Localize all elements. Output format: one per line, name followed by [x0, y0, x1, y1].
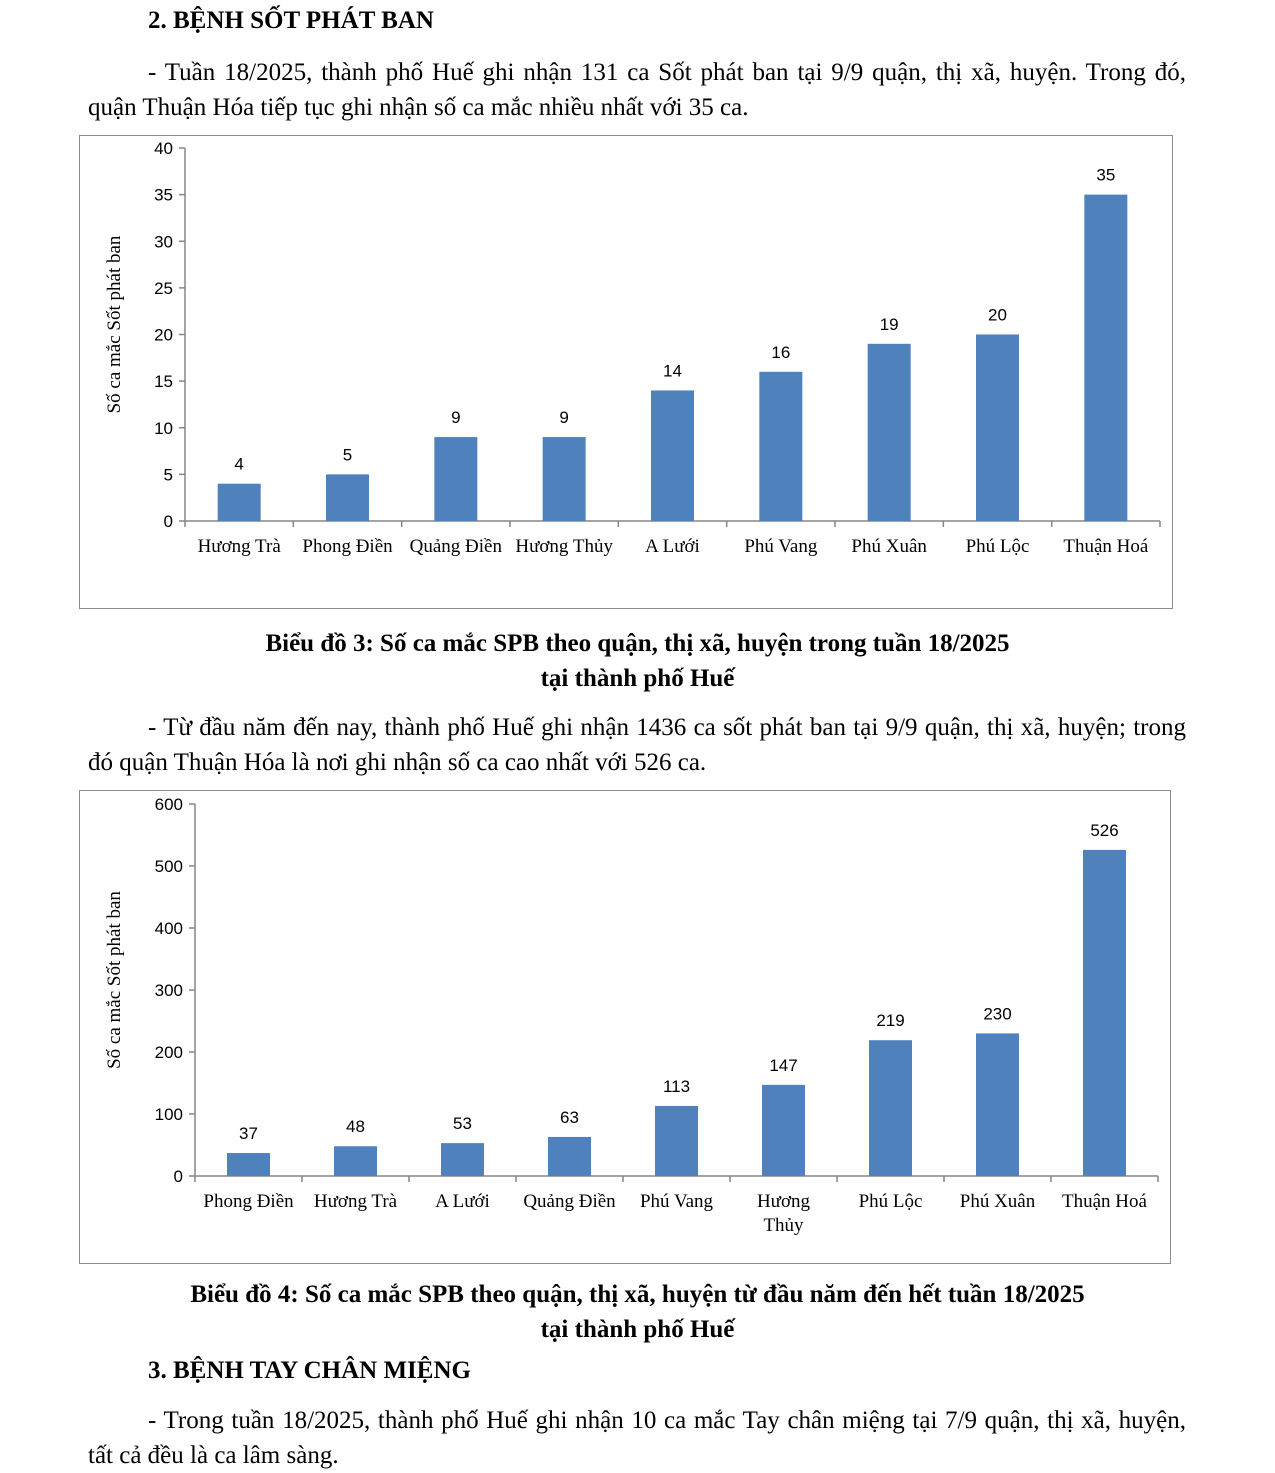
bar [334, 1146, 377, 1176]
bar [326, 474, 369, 521]
data-label: 63 [560, 1108, 579, 1127]
bar [976, 1033, 1019, 1176]
y-tick-label: 0 [164, 512, 173, 531]
y-tick-label: 40 [154, 139, 173, 158]
y-tick-label: 35 [154, 186, 173, 205]
chart-3-frame: 0 5 10 15 20 25 30 35 40 4 Hương Trà 5 Phong Điền 9 Qu… [79, 135, 1173, 609]
chart-3-caption-line-2: tại thành phố Huế [540, 665, 735, 692]
data-label: 19 [880, 315, 899, 334]
bar [227, 1153, 270, 1176]
data-label: 4 [234, 455, 243, 474]
bar [441, 1143, 484, 1176]
y-tick-label: 10 [154, 419, 173, 438]
chart-3: 0 5 10 15 20 25 30 35 40 4 Hương Trà 5 Phong Điền 9 Qu… [104, 139, 1161, 557]
x-category-label: Quảng Điền [410, 536, 503, 557]
x-category-label: Phú Xuân [960, 1191, 1036, 1212]
bar [542, 437, 586, 521]
bar [1083, 849, 1126, 1176]
y-tick-label: 400 [155, 919, 183, 938]
y-tick-label: 100 [155, 1105, 183, 1124]
bar [434, 437, 478, 521]
data-label: 9 [559, 408, 568, 427]
bar [651, 390, 694, 521]
bar [655, 1105, 698, 1176]
y-tick-label: 15 [154, 372, 173, 391]
bar [762, 1084, 805, 1176]
bar [867, 343, 911, 521]
y-axis-title: Số ca mắc Sốt phát ban [104, 235, 125, 413]
x-category-label: Phú Vang [640, 1191, 714, 1212]
x-category-label: A Lưới [435, 1191, 490, 1212]
y-tick-label: 200 [155, 1043, 183, 1062]
y-tick-label: 5 [164, 465, 173, 484]
bar [759, 371, 803, 521]
x-category-label: A Lưới [645, 536, 700, 557]
y-tick-label: 25 [154, 279, 173, 298]
x-category-label: Hương Trà [198, 536, 282, 557]
data-label: 53 [453, 1114, 472, 1133]
x-category-label: Phong Điền [203, 1191, 294, 1212]
x-category-label: Hương [757, 1191, 811, 1212]
data-label: 37 [239, 1124, 258, 1143]
y-tick-label: 600 [155, 795, 183, 814]
y-axis-title: Số ca mắc Sốt phát ban [104, 891, 125, 1069]
chart-4-caption-line-1: Biểu đồ 4: Số ca mắc SPB theo quận, thị … [190, 1281, 1085, 1308]
x-category-label: Thuận Hoá [1062, 1191, 1148, 1212]
chart-4: 0 100 200 300 400 500 600 37 Phong Điền 48 Hương T… [104, 795, 1159, 1236]
y-tick-label: 300 [155, 981, 183, 1000]
chart-4-frame: 0 100 200 300 400 500 600 37 Phong Điền 48 Hương T… [79, 790, 1171, 1264]
bar [976, 334, 1019, 521]
section-2-heading: 2. BỆNH SỐT PHÁT BAN [148, 7, 434, 34]
section-2-paragraph-1: - Tuần 18/2025, thành phố Huế ghi nhận 1… [88, 59, 1186, 121]
bar [217, 483, 261, 521]
data-label: 219 [876, 1011, 904, 1030]
x-category-label: Phong Điền [302, 536, 393, 557]
x-category-label: Phú Vang [744, 536, 818, 557]
bar [548, 1136, 591, 1176]
x-category-label: Phú Lộc [966, 536, 1030, 557]
section-2-paragraph-2: - Từ đầu năm đến nay, thành phố Huế ghi … [88, 714, 1186, 776]
x-category-label: Quảng Điền [523, 1191, 616, 1212]
data-label: 9 [451, 408, 460, 427]
bar [869, 1040, 912, 1176]
data-label: 48 [346, 1117, 365, 1136]
section-3-paragraph-1: - Trong tuần 18/2025, thành phố Huế ghi … [88, 1407, 1186, 1469]
data-label: 20 [988, 306, 1007, 325]
bar [1084, 194, 1128, 521]
section-3-heading: 3. BỆNH TAY CHÂN MIỆNG [148, 1357, 471, 1384]
data-label: 147 [769, 1056, 797, 1075]
chart-4-caption-line-2: tại thành phố Huế [540, 1316, 735, 1343]
data-label: 14 [663, 361, 682, 380]
data-label: 526 [1090, 821, 1118, 840]
x-category-label: Phú Xuân [851, 536, 927, 557]
data-label: 113 [663, 1077, 690, 1096]
data-label: 5 [343, 445, 352, 464]
data-label: 35 [1096, 166, 1115, 185]
y-tick-label: 20 [154, 326, 173, 345]
data-label: 16 [771, 343, 790, 362]
y-tick-label: 500 [155, 857, 183, 876]
x-category-label: Hương Trà [314, 1191, 398, 1212]
x-category-label: Hương Thủy [515, 536, 613, 557]
y-tick-label: 30 [154, 232, 173, 251]
data-label: 230 [983, 1004, 1011, 1023]
x-category-label: Thuận Hoá [1063, 536, 1149, 557]
x-category-label: Thủy [763, 1215, 804, 1236]
x-category-label: Phú Lộc [859, 1191, 923, 1212]
y-tick-label: 0 [174, 1167, 183, 1186]
chart-3-caption-line-1: Biểu đồ 3: Số ca mắc SPB theo quận, thị … [265, 630, 1010, 657]
